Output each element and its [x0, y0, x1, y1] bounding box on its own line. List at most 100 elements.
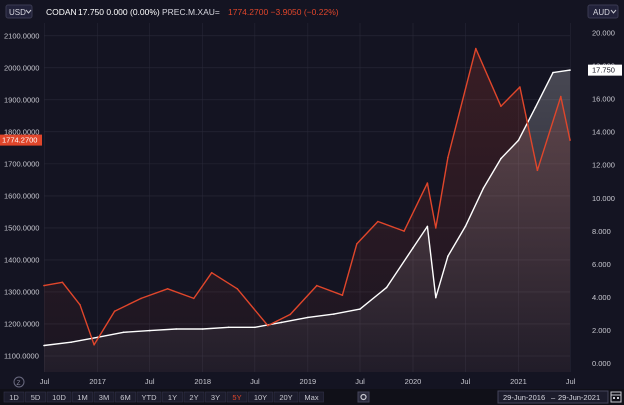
left-axis-tick-label: 2100.0000: [4, 31, 39, 40]
xau-data-point: [536, 169, 539, 172]
series-lines: [43, 47, 571, 347]
left-axis-tick-label: 1900.0000: [4, 95, 39, 104]
codan-price-tag-box: [588, 64, 622, 76]
range-button-2y[interactable]: [183, 391, 205, 403]
right-currency-dropdown[interactable]: [587, 4, 619, 19]
codan-data-point: [426, 225, 429, 228]
range-button-3m[interactable]: [93, 391, 115, 403]
codan-data-point: [517, 139, 520, 142]
codan-data-point: [447, 255, 449, 257]
range-button-label: Max: [304, 393, 318, 402]
x-axis-tick-label: 2017: [89, 377, 106, 386]
xau-data-point: [403, 230, 405, 232]
right-axis-tick-label: 2.000: [592, 326, 611, 335]
xau-data-point: [475, 47, 477, 50]
range-button-label: 3M: [99, 393, 109, 402]
left-axis-tick-label: 2000.0000: [4, 63, 39, 72]
right-currency-label: AUD: [593, 8, 610, 17]
right-axis-tick-label: 0.000: [592, 359, 611, 368]
xau-data-point: [61, 281, 64, 284]
left-axis-tick-label: 1100.0000: [4, 351, 39, 360]
xau-quote: 1774.2700 −3.9050 (−0.22%): [228, 7, 339, 17]
right-axis-tick-label: 6.000: [592, 260, 611, 269]
range-button-label: 10D: [52, 393, 66, 402]
xau-symbol: PREC.M.XAU=: [162, 7, 220, 17]
left-axis-tick-label: 1800.0000: [4, 127, 39, 136]
codan-data-point: [500, 157, 502, 160]
range-button-5y[interactable]: [226, 391, 248, 403]
range-button-6m[interactable]: [115, 391, 136, 403]
xau-data-point: [113, 310, 116, 313]
range-button-ytd[interactable]: [136, 391, 162, 403]
codan-symbol: CODAN: [46, 7, 77, 17]
calendar-icon[interactable]: [610, 391, 622, 403]
series-fills: [44, 48, 570, 372]
range-button-label: 3Y: [211, 393, 220, 402]
range-button-label: 6M: [120, 393, 130, 402]
zoom-icon[interactable]: Z: [13, 376, 25, 388]
right-axis-tick-label: 14.000: [592, 128, 615, 137]
range-button-10d[interactable]: [46, 391, 72, 403]
x-axis-tick-label: 2020: [405, 377, 422, 386]
range-button-label: 20Y: [279, 393, 292, 402]
left-axis-tick-label: 1300.0000: [4, 287, 39, 296]
codan-data-point: [227, 326, 230, 329]
xau-data-point: [341, 294, 344, 297]
codan-data-point: [148, 329, 151, 332]
x-axis-tick-label: 2019: [300, 377, 317, 386]
xau-data-point: [435, 227, 437, 229]
codan-data-point: [333, 313, 335, 315]
range-button-10y[interactable]: [248, 391, 273, 403]
codan-quote: 17.750 0.000 (0.00%): [78, 7, 160, 17]
xau-area: [44, 48, 570, 372]
xau-data-point: [447, 156, 449, 159]
xau-data-point: [500, 105, 502, 107]
range-button-label: 5D: [31, 393, 41, 402]
range-button-max[interactable]: [299, 391, 324, 403]
x-axis-tick-label: Jul: [461, 377, 471, 386]
xau-data-point: [236, 288, 239, 290]
range-button-label: 10Y: [254, 393, 267, 402]
xau-data-point: [560, 95, 562, 98]
codan-data-point: [43, 344, 45, 347]
right-axis-tick-label: 4.000: [592, 293, 611, 302]
date-range-box[interactable]: 29-Jun-2016 – 29-Jun-2021: [497, 390, 609, 404]
range-button-3y[interactable]: [205, 391, 226, 403]
left-currency-dropdown[interactable]: [5, 4, 33, 19]
left-axis-tick-label: 1700.0000: [4, 159, 39, 168]
range-button-5d[interactable]: [25, 391, 46, 403]
codan-data-point: [254, 326, 256, 329]
range-button-1m[interactable]: [72, 391, 93, 403]
codan-data-point: [70, 341, 72, 344]
xau-data-point: [193, 297, 195, 300]
xau-price-tag-box: [0, 134, 42, 146]
codan-data-point: [175, 328, 177, 330]
header-bar: USD CODAN 17.750 0.000 (0.00%) PREC.M.XA…: [5, 4, 619, 19]
codan-data-point: [435, 296, 437, 299]
xau-data-point: [140, 297, 142, 300]
range-button-1y[interactable]: [162, 391, 183, 403]
xau-price-tag: 1774.2700: [0, 134, 42, 146]
right-axis-tick-label: 16.000: [592, 95, 615, 104]
right-axis-tick-label: 12.000: [592, 161, 615, 170]
left-axis: 1100.0000 1200.0000 1300.0000 1400.0000 1500…: [4, 31, 39, 360]
right-axis-tick-label: 10.000: [592, 194, 615, 203]
range-button-1d[interactable]: [3, 391, 25, 403]
xau-data-point: [569, 139, 571, 141]
x-axis-tick-label: Jul: [145, 377, 155, 386]
x-axis-tick-label: Jul: [355, 377, 365, 386]
left-currency-label: USD: [9, 8, 26, 17]
svg-text:–: –: [551, 393, 556, 402]
xau-series-line: [43, 47, 571, 346]
gear-icon[interactable]: [357, 391, 370, 403]
codan-data-point: [552, 71, 554, 74]
xau-data-point: [79, 304, 81, 306]
left-axis-tick-label: 1600.0000: [4, 191, 39, 200]
codan-data-point: [280, 321, 283, 324]
range-button-20y[interactable]: [273, 391, 299, 403]
xau-data-point: [316, 284, 318, 287]
codan-data-point: [122, 331, 125, 334]
xau-data-point: [519, 86, 521, 88]
